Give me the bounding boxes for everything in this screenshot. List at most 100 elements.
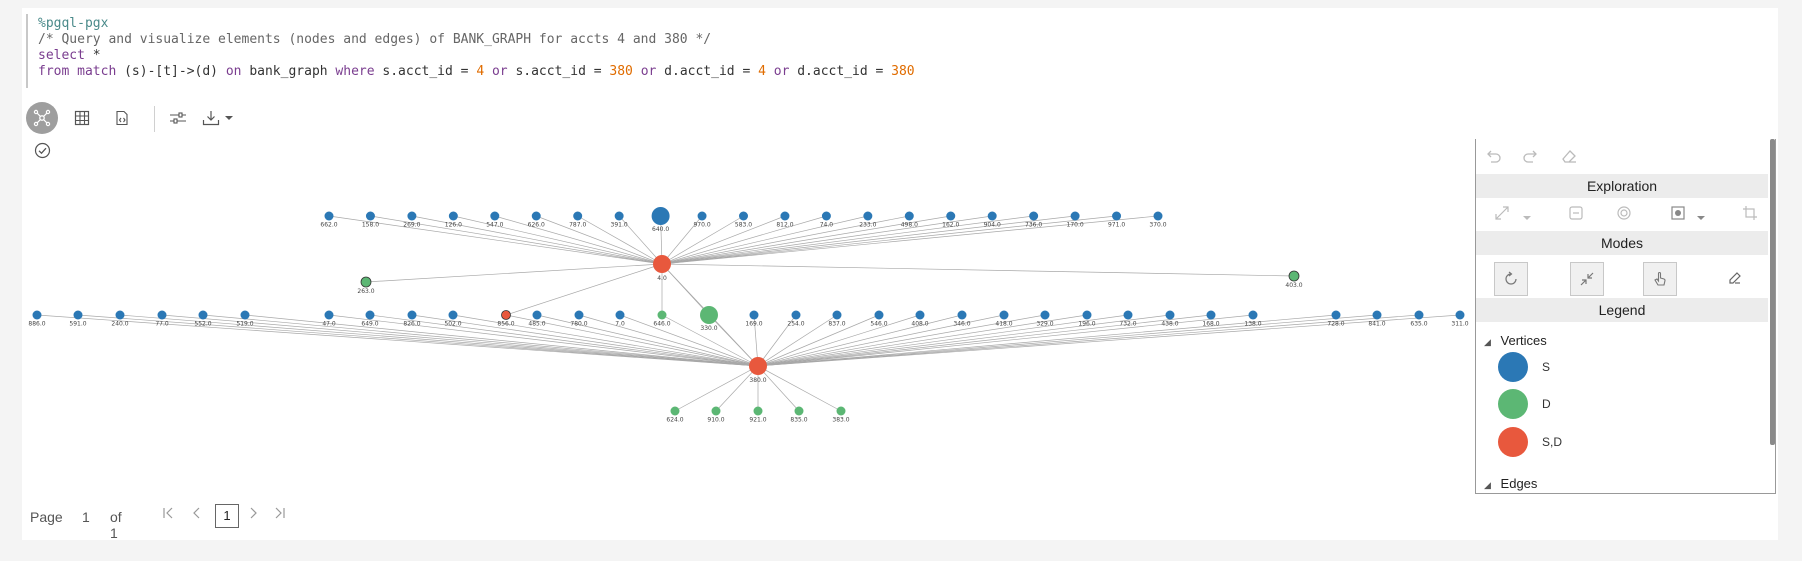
graph-edge[interactable] [757,314,797,367]
graph-node[interactable] [1082,310,1092,320]
graph-node[interactable] [753,406,763,416]
graph-edge[interactable] [674,365,759,412]
graph-edge[interactable] [36,314,759,367]
legend-item-s[interactable]: S [1498,352,1550,382]
graph-edge[interactable] [618,215,663,265]
graph-node[interactable] [957,310,967,320]
graph-view-button[interactable] [26,102,58,134]
graph-node[interactable] [1414,310,1424,320]
layout-icon[interactable] [1742,205,1758,226]
graph-node[interactable] [653,255,671,273]
graph-node[interactable] [794,406,804,416]
graph-edge[interactable] [757,365,800,412]
graph-edge[interactable] [661,215,827,265]
graph-node[interactable] [821,211,831,221]
graph-edge[interactable] [369,314,759,367]
graph-edge[interactable] [77,314,759,367]
graph-node[interactable] [365,211,375,221]
graph-edge[interactable] [757,314,921,367]
graph-node[interactable] [657,310,667,320]
graph-node[interactable] [700,306,718,324]
graph-node[interactable] [365,310,375,320]
graph-edge[interactable] [661,215,993,265]
graph-node[interactable] [651,207,670,225]
legend-item-sd[interactable]: S,D [1498,427,1562,457]
graph-node[interactable] [836,406,846,416]
graph-node[interactable] [1206,310,1216,320]
focus-icon[interactable] [1616,205,1632,226]
graph-node[interactable] [711,406,721,416]
graph-edge[interactable] [661,215,786,265]
next-page-icon[interactable] [248,506,260,523]
graph-edge[interactable] [757,314,1212,367]
graph-edge[interactable] [757,314,1461,367]
code-view-button[interactable] [106,102,138,134]
graph-node[interactable] [448,310,458,320]
mode-pan-button[interactable] [1494,262,1528,296]
graph-node[interactable] [739,211,748,221]
graph-edge[interactable] [661,263,1295,277]
graph-node[interactable] [999,310,1009,320]
graph-node[interactable] [324,211,334,221]
graph-edge[interactable] [661,215,703,265]
edges-group-toggle[interactable]: ◢ Edges [1484,476,1537,491]
graph-node[interactable] [1331,310,1341,320]
graph-edge[interactable] [757,314,1420,367]
graph-edge[interactable] [661,314,759,367]
graph-edge[interactable] [578,314,759,367]
graph-edge[interactable] [494,215,663,265]
graph-edge[interactable] [757,314,1046,367]
group-select-icon[interactable] [1670,205,1686,226]
graph-node[interactable] [1165,310,1175,320]
graph-edge[interactable] [757,314,1378,367]
graph-node[interactable] [115,310,125,320]
code-editor[interactable]: %pgql-pgx /* Query and visualize element… [26,14,1758,88]
graph-edge[interactable] [328,314,759,367]
settings-button[interactable] [162,102,194,134]
graph-node[interactable] [863,211,873,221]
graph-node[interactable] [360,276,372,288]
graph-edge[interactable] [757,314,1254,367]
graph-node[interactable] [240,310,250,320]
graph-edge[interactable] [757,314,880,367]
graph-edge[interactable] [757,314,1171,367]
graph-node[interactable] [532,310,542,320]
graph-node[interactable] [574,310,584,320]
graph-canvas[interactable]: 662.0 158.0 269.0 126.0 547.0 626.0 787.0 391.0… [22,140,1472,470]
graph-node[interactable] [987,211,997,221]
graph-node[interactable] [874,310,884,320]
graph-node[interactable] [1455,310,1465,320]
current-page-button[interactable]: 1 [215,504,239,528]
graph-node[interactable] [1372,310,1382,320]
expand-dropdown-icon[interactable] [1522,209,1532,227]
graph-edge[interactable] [661,215,744,265]
graph-node[interactable] [501,310,511,320]
graph-edge[interactable] [202,314,759,367]
graph-edge[interactable] [365,263,663,283]
graph-edge[interactable] [452,314,759,367]
panel-scrollbar[interactable] [1770,139,1775,445]
graph-edge[interactable] [536,314,759,367]
mode-compress-button[interactable] [1570,262,1604,296]
download-button[interactable] [198,102,238,134]
graph-node[interactable] [324,310,334,320]
prev-page-icon[interactable] [190,506,202,523]
graph-node[interactable] [490,211,500,221]
graph-node[interactable] [904,211,914,221]
redo-icon[interactable] [1522,147,1540,167]
graph-node[interactable] [749,310,759,320]
graph-node[interactable] [198,310,208,320]
graph-node[interactable] [573,211,583,221]
graph-node[interactable] [1029,211,1039,221]
graph-node[interactable] [915,310,925,320]
graph-node[interactable] [1153,211,1163,221]
graph-edge[interactable] [757,314,1005,367]
graph-edge[interactable] [661,215,1034,265]
graph-node[interactable] [615,310,625,320]
graph-edge[interactable] [505,314,759,367]
expand-icon[interactable] [1494,205,1510,226]
graph-node[interactable] [791,310,801,320]
graph-node[interactable] [531,211,541,221]
graph-node[interactable] [670,406,680,416]
collapse-icon[interactable] [1568,205,1584,226]
